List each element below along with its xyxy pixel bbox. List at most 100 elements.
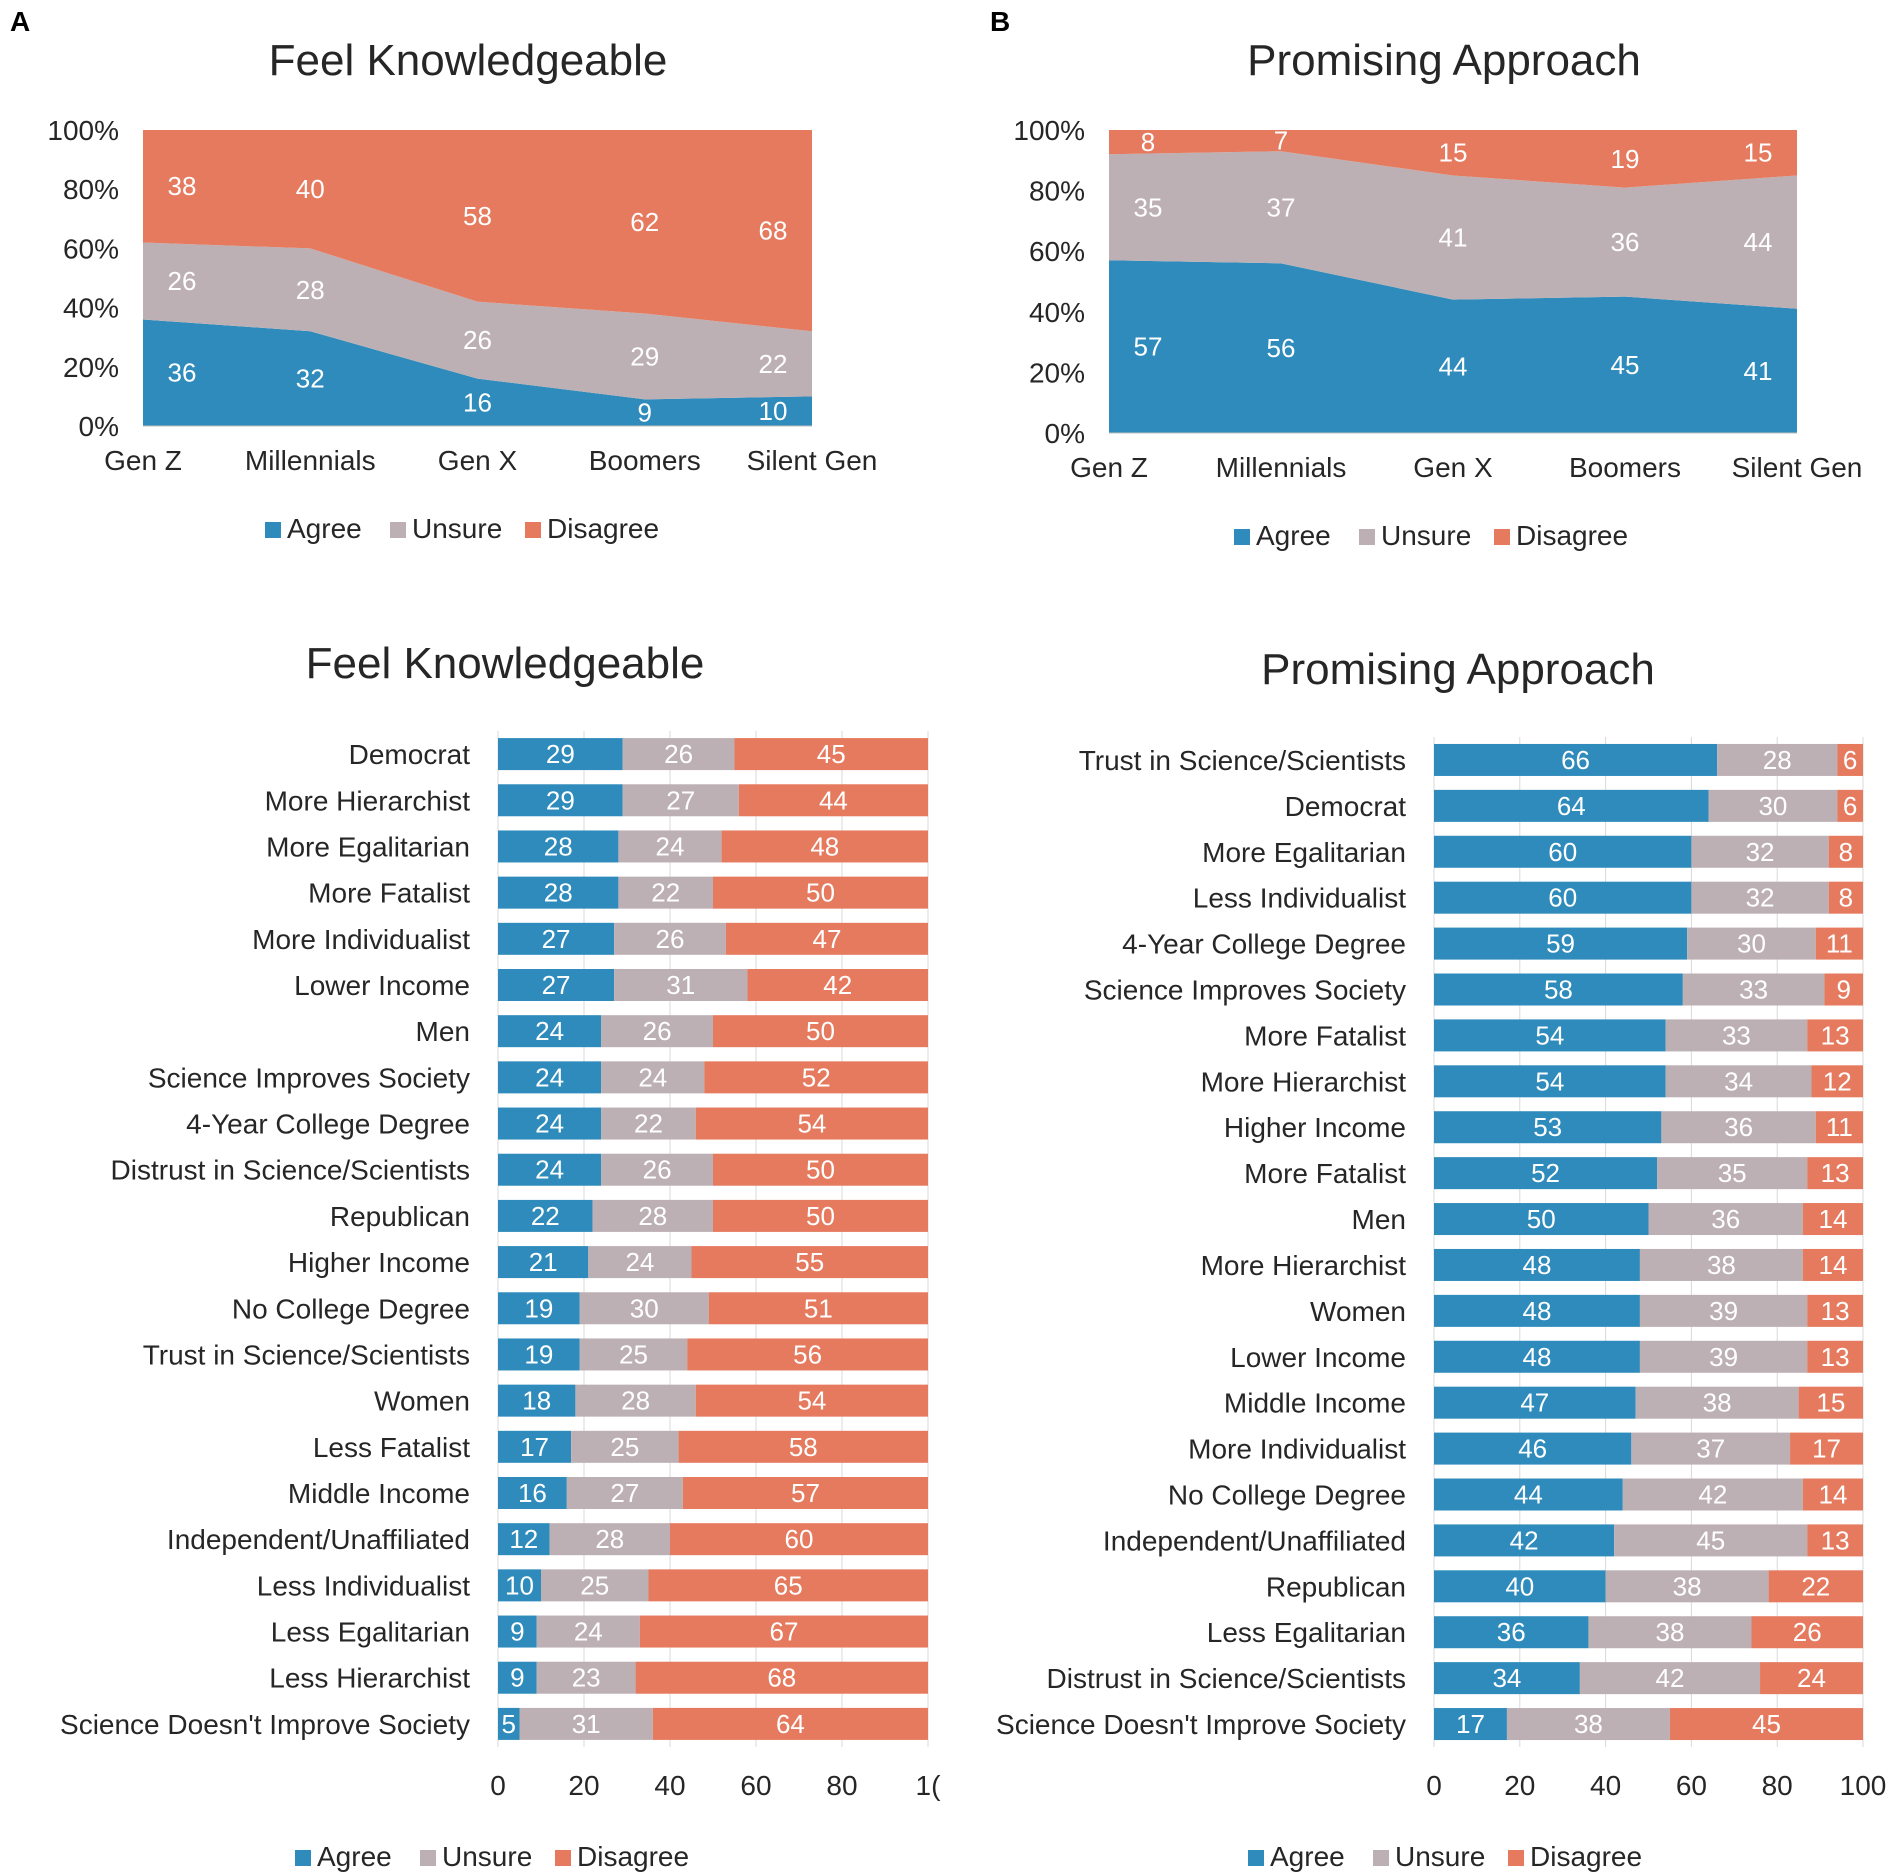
bar-label-disagree: 12 bbox=[1823, 1066, 1852, 1096]
bar-label-disagree: 42 bbox=[823, 970, 852, 1000]
bar-label-agree: 40 bbox=[1505, 1571, 1534, 1601]
bar-label-agree: 48 bbox=[1522, 1250, 1551, 1280]
category-label: Lower Income bbox=[1230, 1342, 1406, 1373]
legend-swatch-disagree bbox=[525, 522, 541, 538]
bar-segment-disagree bbox=[1807, 1019, 1863, 1052]
bar-label-unsure: 35 bbox=[1718, 1158, 1747, 1188]
bar-segment-agree bbox=[498, 1338, 580, 1371]
panel-label-a: A bbox=[10, 6, 30, 37]
x-tick-label: Gen Z bbox=[104, 445, 182, 476]
bar-label-disagree: 68 bbox=[767, 1663, 796, 1693]
bar-label-agree: 27 bbox=[542, 924, 571, 954]
bar-segment-disagree bbox=[747, 969, 928, 1001]
bar-segment-agree bbox=[1434, 1616, 1589, 1649]
legend-label-agree: Agree bbox=[287, 513, 362, 544]
bar-label-disagree: 60 bbox=[785, 1524, 814, 1554]
legend-swatch-unsure bbox=[1359, 529, 1375, 545]
bar-label-agree: 60 bbox=[1548, 837, 1577, 867]
bar-label-unsure: 39 bbox=[1709, 1296, 1738, 1326]
x-tick-label: 40 bbox=[1590, 1770, 1621, 1801]
data-label-agree: 45 bbox=[1611, 350, 1640, 380]
bar-label-agree: 53 bbox=[1533, 1112, 1562, 1142]
chart-title: Feel Knowledgeable bbox=[269, 36, 668, 85]
bar-label-unsure: 38 bbox=[1574, 1709, 1603, 1739]
data-label-unsure: 37 bbox=[1267, 192, 1296, 222]
category-label: Science Improves Society bbox=[148, 1062, 470, 1093]
bar-label-disagree: 54 bbox=[797, 1109, 826, 1139]
bar-segment-unsure bbox=[1631, 1432, 1791, 1465]
bar-segment-unsure bbox=[1614, 1524, 1808, 1557]
bar-segment-unsure bbox=[1691, 835, 1829, 868]
bar-segment-disagree bbox=[695, 1384, 928, 1417]
bar-segment-unsure bbox=[588, 1246, 692, 1279]
bar-segment-unsure bbox=[1639, 1294, 1808, 1327]
bar-segment-disagree bbox=[1768, 1570, 1863, 1603]
bar-segment-disagree bbox=[1807, 1294, 1863, 1327]
area-chart-knowledgeable-by-generation: Feel Knowledgeable 0% 20% 40% 60% 80% 100% 36 32… bbox=[47, 36, 877, 544]
x-tick-label: Silent Gen bbox=[747, 445, 878, 476]
bar-segment-agree bbox=[1434, 927, 1688, 960]
bar-segment-disagree bbox=[1798, 1386, 1863, 1419]
legend-label-disagree: Disagree bbox=[1530, 1841, 1642, 1872]
bar-label-unsure: 30 bbox=[1758, 791, 1787, 821]
bar-segment-agree bbox=[498, 1707, 520, 1740]
bar-label-disagree: 14 bbox=[1819, 1250, 1848, 1280]
bar-segment-disagree bbox=[1815, 1111, 1863, 1144]
bar-segment-unsure bbox=[1648, 1203, 1803, 1236]
bar-segment-disagree bbox=[678, 1430, 928, 1463]
y-tick-label: 80% bbox=[1029, 176, 1085, 207]
y-tick-label: 60% bbox=[63, 233, 119, 264]
bar-label-disagree: 67 bbox=[769, 1617, 798, 1647]
bar-label-unsure: 24 bbox=[625, 1247, 654, 1277]
bar-label-unsure: 42 bbox=[1698, 1480, 1727, 1510]
bar-label-disagree: 9 bbox=[1836, 975, 1850, 1005]
data-label-unsure: 41 bbox=[1439, 223, 1468, 253]
bar-label-unsure: 37 bbox=[1696, 1434, 1725, 1464]
bar-segment-disagree bbox=[682, 1477, 928, 1509]
bar-label-unsure: 27 bbox=[610, 1478, 639, 1508]
category-label: Democrat bbox=[349, 739, 471, 770]
bar-segment-unsure bbox=[536, 1661, 636, 1694]
y-tick-label: 20% bbox=[63, 352, 119, 383]
bar-segment-agree bbox=[1434, 789, 1709, 822]
category-label: Science Doesn't Improve Society bbox=[60, 1709, 470, 1740]
bar-label-disagree: 50 bbox=[806, 1155, 835, 1185]
bar-chart-knowledgeable-by-group: Feel Knowledgeable 0 20 40 60 80 1(Democrat 29 2… bbox=[60, 639, 941, 1872]
bar-label-disagree: 54 bbox=[797, 1386, 826, 1416]
bar-label-agree: 54 bbox=[1535, 1020, 1564, 1050]
bar-label-unsure: 25 bbox=[619, 1339, 648, 1369]
bar-segment-agree bbox=[1434, 1432, 1632, 1465]
data-label-agree: 44 bbox=[1439, 351, 1468, 381]
bar-segment-disagree bbox=[1802, 1248, 1863, 1281]
data-label-unsure: 28 bbox=[296, 275, 325, 305]
data-label-agree: 36 bbox=[168, 358, 197, 388]
y-tick-label: 60% bbox=[1029, 236, 1085, 267]
bar-label-agree: 36 bbox=[1497, 1617, 1526, 1647]
legend-label-agree: Agree bbox=[317, 1841, 392, 1872]
data-label-disagree: 19 bbox=[1611, 144, 1640, 174]
category-label: Science Improves Society bbox=[1084, 975, 1406, 1006]
category-label: More Fatalist bbox=[1244, 1020, 1406, 1051]
category-label: Distrust in Science/Scientists bbox=[111, 1155, 470, 1186]
area-series-disagree bbox=[143, 130, 812, 332]
category-label: Women bbox=[374, 1386, 470, 1417]
category-label: Lower Income bbox=[294, 970, 470, 1001]
legend-swatch-unsure bbox=[390, 522, 406, 538]
bar-label-unsure: 26 bbox=[664, 739, 693, 769]
bar-segment-disagree bbox=[725, 922, 928, 955]
bar-segment-disagree bbox=[1802, 1478, 1863, 1511]
y-tick-label: 100% bbox=[47, 115, 119, 146]
category-label: 4-Year College Degree bbox=[186, 1109, 470, 1140]
bar-label-agree: 44 bbox=[1514, 1480, 1543, 1510]
data-label-agree: 57 bbox=[1134, 332, 1163, 362]
category-label: Less Egalitarian bbox=[1207, 1617, 1406, 1648]
x-tick-label: 100 bbox=[1840, 1770, 1887, 1801]
bar-label-disagree: 50 bbox=[806, 1201, 835, 1231]
bar-segment-agree bbox=[498, 1246, 589, 1279]
bar-segment-disagree bbox=[713, 1153, 928, 1186]
y-tick-label: 80% bbox=[63, 174, 119, 205]
bar-label-agree: 48 bbox=[1522, 1342, 1551, 1372]
bar-segment-unsure bbox=[614, 922, 726, 955]
bar-segment-agree bbox=[1434, 743, 1718, 776]
bar-chart-promising-by-group: Promising Approach 0 20 40 60 80 100 Trust in S… bbox=[996, 645, 1886, 1872]
